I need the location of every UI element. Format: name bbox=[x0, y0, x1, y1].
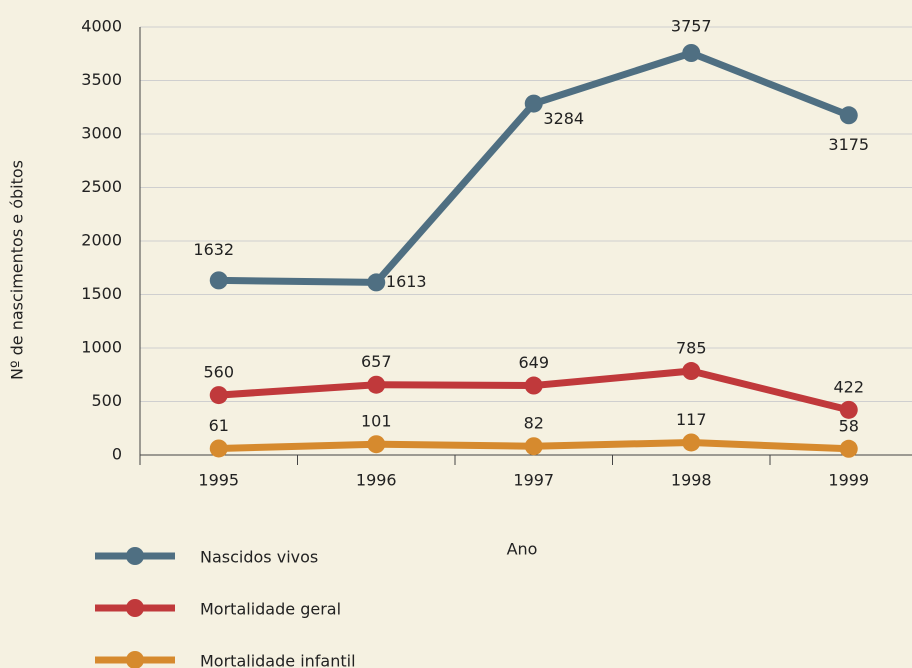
x-tick-label: 1996 bbox=[356, 471, 397, 490]
y-tick-label: 3500 bbox=[81, 70, 122, 89]
x-tick-label: 1998 bbox=[671, 471, 712, 490]
data-label: 785 bbox=[676, 339, 707, 358]
data-label: 1613 bbox=[386, 272, 427, 291]
legend-marker bbox=[126, 651, 144, 668]
marker bbox=[367, 375, 386, 394]
data-label: 117 bbox=[676, 410, 707, 429]
marker bbox=[209, 386, 228, 405]
data-label: 657 bbox=[361, 352, 392, 371]
marker bbox=[682, 44, 701, 63]
data-label: 560 bbox=[203, 363, 234, 382]
marker bbox=[524, 94, 543, 113]
y-tick-label: 1500 bbox=[81, 284, 122, 303]
data-label: 3284 bbox=[543, 109, 584, 128]
legend-label: Mortalidade infantil bbox=[200, 652, 356, 668]
data-label: 422 bbox=[833, 377, 864, 396]
y-tick-label: 3000 bbox=[81, 124, 122, 143]
legend-marker bbox=[126, 547, 144, 565]
x-tick-label: 1999 bbox=[828, 471, 869, 490]
marker bbox=[524, 376, 543, 395]
marker bbox=[682, 433, 701, 452]
marker bbox=[839, 400, 858, 419]
data-label: 82 bbox=[524, 414, 544, 433]
marker bbox=[209, 271, 228, 290]
data-label: 649 bbox=[518, 353, 549, 372]
marker bbox=[209, 439, 228, 458]
legend-marker bbox=[126, 599, 144, 617]
x-tick-label: 1995 bbox=[198, 471, 239, 490]
data-label: 61 bbox=[209, 416, 229, 435]
marker bbox=[524, 437, 543, 456]
x-axis-label: Ano bbox=[507, 540, 538, 559]
data-label: 58 bbox=[839, 416, 859, 435]
marker bbox=[682, 362, 701, 381]
y-tick-label: 500 bbox=[91, 391, 122, 410]
legend-label: Nascidos vivos bbox=[200, 548, 318, 567]
marker bbox=[839, 439, 858, 458]
marker bbox=[839, 106, 858, 125]
y-tick-label: 1000 bbox=[81, 338, 122, 357]
data-label: 3757 bbox=[671, 17, 712, 36]
y-tick-label: 0 bbox=[112, 445, 122, 464]
y-tick-label: 4000 bbox=[81, 17, 122, 36]
data-label: 1632 bbox=[193, 240, 234, 259]
legend-label: Mortalidade geral bbox=[200, 600, 341, 619]
y-tick-label: 2000 bbox=[81, 231, 122, 250]
y-axis-label: Nº de nascimentos e óbitos bbox=[8, 160, 27, 380]
marker bbox=[367, 435, 386, 454]
data-label: 101 bbox=[361, 412, 392, 431]
y-tick-label: 2500 bbox=[81, 177, 122, 196]
x-tick-label: 1997 bbox=[513, 471, 554, 490]
data-label: 3175 bbox=[828, 135, 869, 154]
marker bbox=[367, 273, 386, 292]
